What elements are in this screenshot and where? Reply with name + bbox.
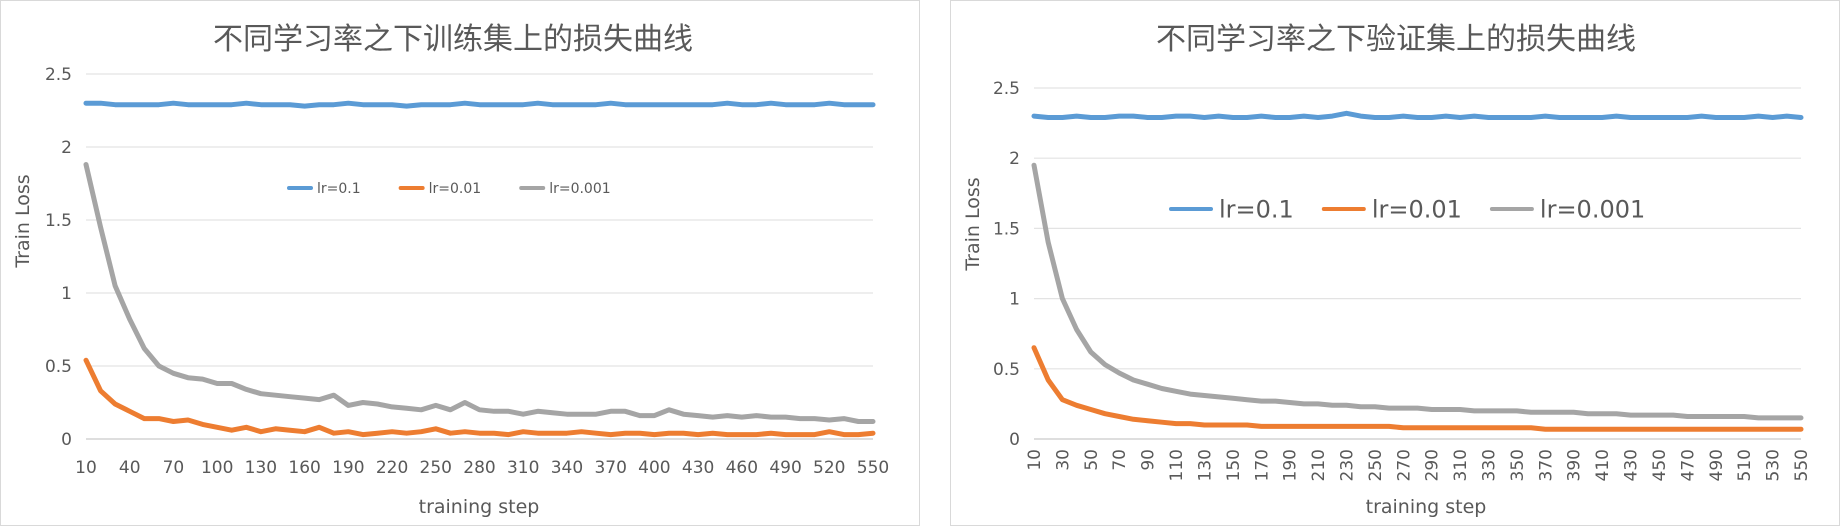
x-tick-label: 310 — [507, 458, 539, 478]
legend-label-2: lr=0.01 — [429, 181, 482, 197]
legend-label-2: lr=0.01 — [1372, 196, 1462, 224]
y-tick-label: 1 — [1009, 290, 1020, 310]
x-tick-label: 230 — [1337, 449, 1357, 481]
x-tick-label: 330 — [1480, 449, 1500, 481]
y-tick-label: 1.5 — [993, 219, 1020, 239]
x-tick-label: 510 — [1735, 449, 1755, 481]
x-tick-label: 280 — [463, 458, 495, 478]
series-line-2 — [83, 357, 876, 438]
x-tick-label: 130 — [1195, 449, 1215, 481]
x-tick-label: 530 — [1764, 449, 1784, 481]
chart-title: 不同学习率之下验证集上的损失曲线 — [1156, 22, 1636, 57]
series-line-3 — [1031, 162, 1804, 421]
x-tick-label: 290 — [1423, 449, 1443, 481]
x-tick-label: 430 — [1622, 449, 1642, 481]
x-tick-label: 390 — [1565, 449, 1585, 481]
chart-panel-train: 不同学习率之下训练集上的损失曲线 0 0.5 1 1.5 2 2.5 10 40 70 100 130… — [0, 0, 920, 526]
series-line-3 — [83, 162, 876, 424]
x-tick-label: 410 — [1593, 449, 1613, 481]
legend-label-3: lr=0.001 — [1540, 196, 1645, 224]
x-tick-label: 350 — [1508, 449, 1528, 481]
y-tick-label: 2 — [61, 138, 72, 158]
validation-loss-chart: 不同学习率之下验证集上的损失曲线 0 0.5 1 1.5 2 2.5 10 30 50 70 90 11… — [962, 22, 1812, 518]
legend-label-3: lr=0.001 — [549, 181, 610, 197]
y-tick-label: 0 — [1009, 430, 1020, 450]
x-tick-label: 40 — [119, 458, 141, 478]
x-tick-label: 340 — [551, 458, 583, 478]
legend-label-1: lr=0.1 — [1219, 196, 1294, 224]
x-tick-label: 100 — [201, 458, 233, 478]
x-tick-label: 190 — [1281, 449, 1301, 481]
x-tick-label: 490 — [769, 458, 801, 478]
series-line-1 — [83, 100, 876, 109]
x-tick-label: 170 — [1252, 449, 1272, 481]
x-tick-label: 10 — [1025, 449, 1045, 471]
x-tick-label: 70 — [163, 458, 185, 478]
x-tick-label: 430 — [682, 458, 714, 478]
train-loss-chart: 不同学习率之下训练集上的损失曲线 0 0.5 1 1.5 2 2.5 10 40 70 100 130… — [12, 22, 889, 518]
x-tick-label: 190 — [332, 458, 364, 478]
legend-label-1: lr=0.1 — [317, 181, 361, 197]
chart-panel-validation: 不同学习率之下验证集上的损失曲线 0 0.5 1 1.5 2 2.5 10 30 50 70 90 11… — [950, 0, 1840, 526]
x-tick-label: 90 — [1139, 449, 1159, 471]
chart-title: 不同学习率之下训练集上的损失曲线 — [213, 22, 693, 57]
series-line-2 — [1031, 345, 1804, 432]
x-tick-label: 370 — [594, 458, 626, 478]
x-tick-label: 450 — [1650, 449, 1670, 481]
y-tick-label: 2 — [1009, 149, 1020, 169]
y-tick-label: 0.5 — [45, 357, 72, 377]
x-tick-label: 550 — [1792, 449, 1812, 481]
y-tick-label: 2.5 — [45, 65, 72, 85]
x-tick-label: 250 — [1366, 449, 1386, 481]
x-tick-label: 220 — [376, 458, 408, 478]
x-tick-label: 490 — [1707, 449, 1727, 481]
x-tick-label: 270 — [1394, 449, 1414, 481]
x-tick-label: 70 — [1110, 449, 1130, 471]
y-tick-label: 1.5 — [45, 211, 72, 231]
y-tick-label: 0.5 — [993, 360, 1020, 380]
y-axis-title: Train Loss — [12, 174, 34, 268]
x-tick-label: 400 — [638, 458, 670, 478]
x-tick-label: 520 — [813, 458, 845, 478]
x-tick-label: 30 — [1053, 449, 1073, 471]
x-tick-label: 130 — [245, 458, 277, 478]
y-tick-label: 0 — [61, 430, 72, 450]
x-axis-title: training step — [1366, 496, 1487, 518]
series-line-1 — [1031, 110, 1804, 120]
x-tick-label: 370 — [1536, 449, 1556, 481]
x-tick-label: 470 — [1678, 449, 1698, 481]
x-tick-label: 50 — [1082, 449, 1102, 471]
x-tick-label: 150 — [1224, 449, 1244, 481]
x-tick-label: 160 — [288, 458, 320, 478]
x-tick-label: 110 — [1167, 449, 1187, 481]
x-tick-label: 460 — [726, 458, 758, 478]
x-tick-label: 10 — [75, 458, 97, 478]
x-tick-label: 550 — [857, 458, 889, 478]
x-tick-label: 250 — [420, 458, 452, 478]
x-tick-label: 310 — [1451, 449, 1471, 481]
x-tick-label: 210 — [1309, 449, 1329, 481]
y-tick-label: 1 — [61, 284, 72, 304]
y-tick-label: 2.5 — [993, 79, 1020, 99]
y-axis-title: Train Loss — [962, 177, 984, 271]
x-axis-title: training step — [419, 496, 540, 518]
